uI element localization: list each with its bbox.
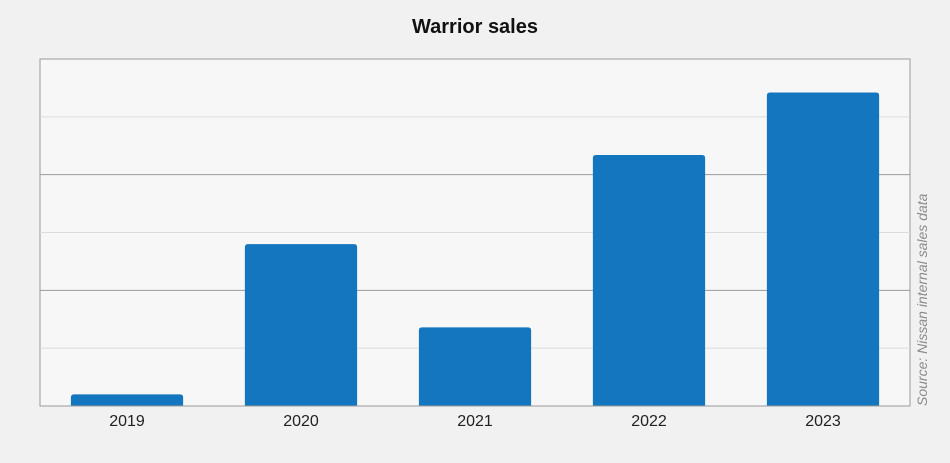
source-note: Source: Nissan internal sales data [914, 193, 930, 406]
x-tick-label: 2021 [457, 413, 493, 430]
x-tick-label: 2022 [631, 413, 667, 430]
bars [70, 92, 880, 406]
bar-2021 [418, 327, 532, 406]
chart-title: Warrior sales [412, 16, 538, 38]
bar-2019 [70, 394, 184, 406]
bar-2020 [244, 244, 358, 406]
x-tick-label: 2019 [109, 413, 145, 430]
x-tick-label: 2023 [805, 413, 841, 430]
bar-2023 [766, 92, 880, 406]
bar-2022 [592, 155, 706, 406]
x-tick-label: 2020 [283, 413, 319, 430]
x-axis-tick-labels: 2019 2020 2021 2022 2023 [109, 413, 841, 430]
